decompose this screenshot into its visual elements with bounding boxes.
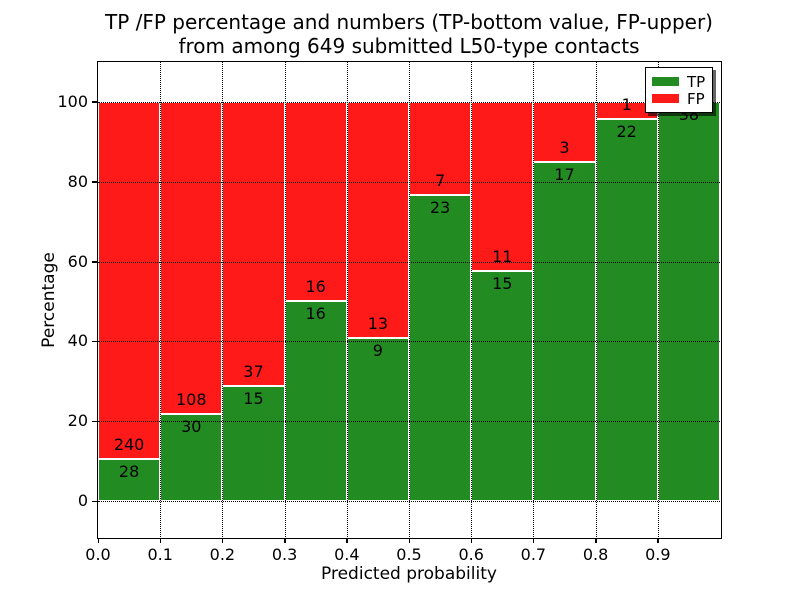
- v-gridline: [346, 62, 348, 537]
- tp-value-label: 9: [372, 340, 383, 360]
- y-tick-label: 100: [57, 91, 88, 111]
- x-tick-label: 0.8: [582, 545, 609, 564]
- chart-title: TP /FP percentage and numbers (TP-bottom…: [98, 10, 720, 58]
- x-tick: [221, 538, 224, 543]
- v-gridline: [222, 62, 224, 537]
- y-tick-label: 40: [67, 331, 88, 351]
- y-tick: [91, 181, 97, 183]
- v-gridline: [409, 62, 410, 537]
- tp-bar-segment: [409, 195, 472, 502]
- chart-title-line1: TP /FP percentage and numbers (TP-bottom…: [105, 10, 713, 34]
- fp-value-label: 16: [305, 277, 326, 297]
- y-tick-label: 20: [67, 411, 88, 431]
- tp-value-label: 15: [492, 273, 513, 293]
- tp-bar-segment: [98, 459, 161, 502]
- x-tick: [532, 538, 535, 543]
- x-tick: [159, 538, 162, 543]
- tp-legend-label: TP: [687, 72, 706, 91]
- x-tick-label: 0.1: [147, 545, 173, 564]
- legend-item-fp: FP: [652, 91, 706, 107]
- legend-item-tp: TP: [652, 74, 706, 90]
- x-tick-label: 0.2: [209, 545, 236, 564]
- fp-value-label: 37: [243, 361, 264, 381]
- x-tick-label: 0.4: [334, 545, 360, 564]
- x-tick: [284, 538, 286, 543]
- fp-value-label: 11: [492, 246, 513, 266]
- v-gridline: [160, 62, 162, 537]
- x-tick: [97, 538, 99, 543]
- fp-bar-segment: [409, 101, 472, 196]
- v-gridline: [533, 62, 535, 537]
- plot-area: 240 28 108 30 37 15 16 16 13 9 7 23 11 15 3 17 1 22 38 0.0 0…: [57, 62, 720, 564]
- tp-value-label: 28: [118, 462, 140, 482]
- fp-legend-swatch: [652, 94, 679, 103]
- v-gridline: [657, 62, 659, 537]
- y-tick: [91, 101, 97, 103]
- chart-title-line2: from among 649 submitted L50-type contac…: [178, 34, 640, 58]
- tp-bar-segment: [346, 337, 409, 502]
- y-tick: [91, 420, 97, 423]
- legend: TP FP: [645, 67, 713, 113]
- x-tick-label: 0.7: [520, 545, 547, 564]
- y-tick-label: 60: [67, 251, 88, 271]
- tp-bar-segment: [595, 119, 658, 502]
- tp-bar-segment: [471, 270, 534, 502]
- x-axis-label: Predicted probability: [321, 564, 497, 584]
- fp-value-label: 3: [559, 137, 570, 157]
- v-gridline: [471, 62, 473, 537]
- tp-legend-swatch: [652, 77, 679, 86]
- tp-value-label: 17: [554, 164, 575, 184]
- fp-value-label: 240: [113, 435, 145, 455]
- fp-value-label: 7: [435, 171, 446, 191]
- x-tick-label: 0.6: [458, 545, 484, 564]
- tp-value-label: 30: [181, 417, 202, 437]
- tp-value-label: 16: [305, 304, 326, 324]
- fp-value-label: 13: [367, 313, 389, 333]
- x-tick-label: 0.9: [645, 545, 671, 564]
- tp-value-label: 22: [616, 122, 637, 142]
- fp-value-label: 1: [621, 95, 632, 115]
- v-gridline: [595, 62, 597, 537]
- fp-legend-label: FP: [687, 89, 705, 108]
- y-tick-label: 0: [77, 491, 88, 511]
- fp-bar-segment: [284, 101, 347, 302]
- y-tick: [91, 500, 97, 503]
- v-gridline: [284, 62, 286, 537]
- fp-bar-segment: [98, 101, 161, 460]
- x-tick: [657, 538, 659, 543]
- tp-bar-segment: [657, 101, 720, 502]
- tp-bar-segment: [160, 414, 223, 502]
- x-tick-label: 0.3: [271, 545, 298, 564]
- fp-bar-segment: [160, 101, 223, 415]
- x-tick-label: 0.0: [85, 545, 111, 564]
- y-tick-label: 80: [67, 171, 88, 191]
- y-tick: [91, 261, 97, 263]
- fp-value-label: 108: [176, 390, 207, 410]
- x-tick-label: 0.5: [396, 545, 422, 564]
- y-tick: [91, 340, 97, 343]
- fp-bar-segment: [471, 101, 534, 271]
- fp-bar-segment: [222, 101, 285, 386]
- x-tick: [346, 538, 348, 543]
- tp-value-label: 23: [429, 198, 451, 218]
- fp-bar-segment: [346, 101, 409, 338]
- tp-bar-segment: [533, 161, 596, 502]
- x-tick: [408, 538, 410, 543]
- tp-bar-segment: [284, 301, 347, 502]
- x-tick: [470, 538, 473, 543]
- tp-value-label: 15: [243, 388, 264, 408]
- x-tick: [595, 538, 597, 543]
